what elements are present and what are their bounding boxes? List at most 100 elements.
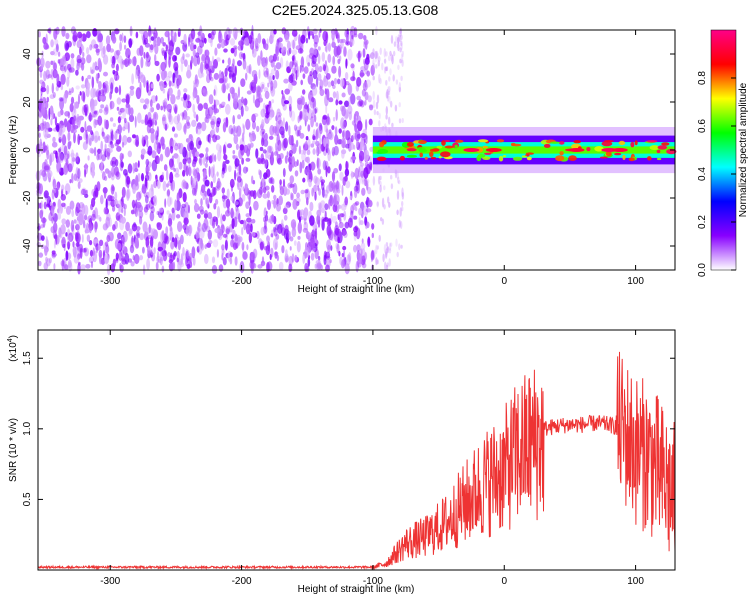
noise-blob [68,88,72,94]
noise-blob [365,79,372,88]
noise-blob [121,186,126,198]
noise-blob [248,193,251,206]
noise-blob [206,188,211,197]
noise-blob [309,239,316,249]
noise-blob [332,91,337,99]
noise-blob [95,242,99,254]
noise-blob [169,171,174,184]
noise-blob [291,39,296,49]
noise-blob [75,224,80,231]
noise-blob [301,159,305,169]
noise-blob [222,83,226,94]
noise-blob [344,168,350,177]
noise-blob [140,56,144,69]
noise-blob [38,260,42,267]
band-hotspot [605,150,612,157]
noise-blob [139,29,145,35]
noise-blob [126,176,131,185]
noise-blob [267,82,270,88]
noise-blob [119,107,125,113]
noise-blob [39,169,44,176]
band-hotspot [379,141,385,148]
noise-blob [191,119,197,127]
noise-blob [300,189,305,195]
noise-blob [370,251,373,263]
noise-blob [359,72,365,77]
noise-blob [79,46,82,56]
noise-blob [161,143,166,150]
noise-blob [104,175,108,181]
noise-blob [72,118,75,127]
noise-blob [276,203,281,212]
noise-blob [173,133,178,138]
noise-blob [175,167,180,175]
noise-blob [178,161,183,170]
noise-blob [353,185,359,192]
noise-blob [246,90,252,95]
noise-blob [223,48,228,53]
noise-blob [312,28,318,35]
noise-blob [276,134,281,146]
noise-blob [249,206,252,217]
noise-blob [69,200,75,210]
noise-blob [252,48,257,58]
noise-blob [262,193,268,199]
noise-blob [76,40,83,49]
noise-blob [398,118,402,124]
noise-blob [162,42,166,47]
noise-blob [267,199,271,211]
noise-blob [43,262,49,270]
noise-blob [329,194,334,207]
noise-blob [156,148,160,153]
noise-blob [168,115,174,125]
noise-blob [131,56,137,66]
noise-blob [350,76,356,82]
noise-blob [151,117,155,129]
noise-blob [299,161,303,174]
noise-blob [314,191,317,201]
noise-blob [208,165,211,178]
noise-blob [289,103,292,112]
noise-blob [229,38,236,46]
noise-blob [187,157,192,164]
noise-blob [227,57,231,66]
noise-blob [383,48,386,58]
noise-blob [111,186,116,192]
noise-blob [385,79,388,86]
noise-blob [268,55,275,63]
noise-blob [265,244,271,256]
noise-blob [149,246,154,256]
noise-blob [375,257,378,266]
noise-blob [102,131,106,139]
noise-blob [344,100,350,108]
noise-blob [139,216,143,225]
noise-blob [241,123,245,129]
noise-blob [150,251,154,258]
noise-blob [180,61,184,73]
noise-blob [52,176,55,186]
noise-blob [112,123,116,127]
noise-blob [242,98,248,106]
noise-blob [305,136,309,141]
noise-blob [392,74,395,82]
noise-blob [130,261,135,267]
noise-blob [142,221,148,233]
noise-blob [180,234,184,245]
noise-blob [299,64,302,74]
noise-blob [160,174,164,181]
noise-blob [332,116,336,122]
noise-blob [379,47,382,55]
noise-blob [154,120,158,126]
noise-blob [157,258,162,264]
band-hotspot [599,156,608,159]
noise-blob [204,179,210,187]
noise-blob [186,249,190,259]
noise-blob [171,207,175,214]
noise-blob [75,85,80,90]
noise-blob [349,195,352,200]
noise-blob [50,60,54,65]
noise-blob [89,147,94,154]
noise-blob [38,132,41,138]
noise-blob [353,226,358,233]
noise-blob [390,183,394,190]
